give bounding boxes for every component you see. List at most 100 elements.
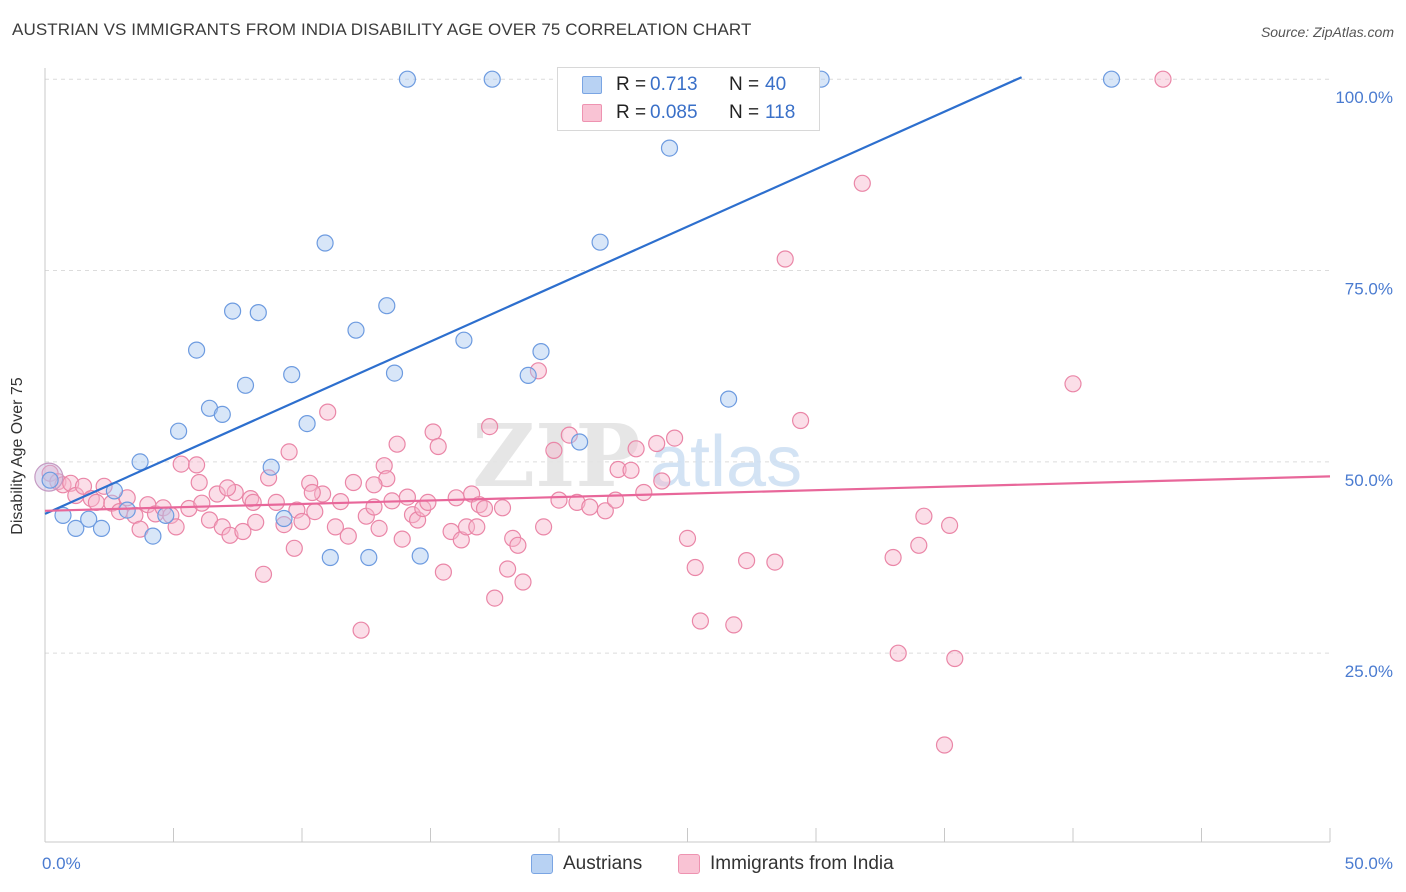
data-point (316, 234, 334, 252)
data-point (80, 510, 98, 528)
x-tick-label: 50.0% (1345, 854, 1393, 873)
legend-label-austrians: Austrians (563, 853, 643, 874)
data-point (321, 548, 339, 567)
watermark: ZIP atlas (472, 406, 802, 507)
data-point (568, 493, 586, 511)
data-point (1154, 70, 1172, 88)
data-point (545, 441, 563, 459)
chart-title: AUSTRIAN VS IMMIGRANTS FROM INDIA DISABI… (12, 20, 752, 39)
data-point (935, 736, 954, 754)
data-point (622, 461, 640, 479)
data-point (499, 560, 517, 578)
data-point (475, 499, 494, 518)
data-point (118, 501, 136, 519)
data-point (940, 516, 959, 535)
series-legend: Austrians Immigrants from India (0, 852, 1406, 878)
data-point (591, 233, 609, 251)
data-point (534, 518, 553, 536)
legend-n-value: 40 (765, 74, 787, 95)
data-point (529, 362, 548, 380)
data-point (190, 473, 208, 492)
data-point (776, 250, 794, 268)
data-point (570, 433, 589, 451)
data-point (455, 331, 473, 349)
data-point (388, 435, 406, 453)
data-point (218, 479, 237, 497)
data-point (493, 499, 512, 517)
data-point (188, 456, 206, 474)
data-point (737, 551, 756, 570)
data-point (627, 440, 645, 458)
data-point (853, 174, 871, 192)
data-point (344, 473, 362, 492)
data-point (167, 518, 185, 536)
data-point (678, 529, 697, 548)
data-point (293, 512, 311, 531)
data-point (285, 539, 303, 557)
legend-row-india: R = 0.085 N = 118 (558, 101, 819, 127)
data-point (365, 476, 383, 494)
data-point (635, 483, 653, 502)
data-point (411, 547, 429, 565)
data-point (550, 491, 568, 509)
data-point (92, 519, 111, 538)
data-point (483, 70, 501, 88)
data-point (249, 304, 267, 322)
data-point (946, 649, 964, 668)
data-point (532, 343, 550, 361)
data-point (609, 460, 627, 479)
data-point (398, 70, 416, 88)
data-point (262, 458, 280, 476)
data-point (370, 519, 388, 538)
data-point (352, 621, 370, 639)
legend-swatch-austrians (531, 854, 553, 874)
legend-swatch-india (582, 104, 602, 122)
data-point (244, 493, 262, 511)
y-tick-label: 75.0% (1345, 280, 1393, 299)
data-point (170, 422, 188, 440)
data-point (347, 321, 365, 339)
tick-labels: 25.0% 50.0% 75.0% 100.0% 0.0% 50.0% (42, 88, 1393, 873)
data-point (172, 455, 190, 473)
data-point (719, 390, 738, 408)
legend-r-value: 0.713 (650, 74, 698, 95)
series-austrians-points (41, 70, 1121, 567)
x-tick-label: 0.0% (42, 854, 81, 873)
legend-r-label: R = (616, 74, 647, 95)
legend-r-value: 0.085 (650, 102, 698, 123)
data-point (889, 644, 907, 662)
data-point (41, 471, 59, 489)
trend-line-india (44, 475, 1331, 512)
data-point (910, 536, 928, 554)
data-point (884, 548, 902, 567)
data-point (375, 457, 393, 475)
data-point (481, 418, 499, 436)
data-point (1064, 375, 1082, 393)
watermark-atlas: atlas (650, 422, 802, 502)
data-point (224, 302, 242, 320)
stats-legend: R = 0.713 N = 40 R = 0.085 N = 118 (557, 67, 820, 131)
y-tick-label: 50.0% (1345, 471, 1393, 490)
data-point (234, 522, 252, 541)
data-point (332, 493, 350, 511)
y-tick-label: 25.0% (1345, 662, 1393, 681)
data-point (398, 488, 416, 506)
data-point (306, 503, 324, 521)
data-point (378, 297, 396, 315)
watermark-zip: ZIP (472, 406, 640, 507)
trend-lines (44, 76, 1331, 515)
data-point (581, 498, 599, 516)
data-point (275, 515, 293, 534)
data-point (648, 434, 666, 453)
data-point (519, 366, 537, 384)
data-point (236, 376, 255, 394)
axis-layer (44, 68, 1331, 843)
data-point (131, 453, 149, 471)
legend-n-value: 118 (765, 102, 796, 123)
data-point (180, 499, 198, 518)
data-point (468, 518, 486, 536)
data-point (260, 469, 278, 487)
data-point (283, 366, 301, 384)
chart-source: Source: ZipAtlas.com (1260, 24, 1394, 40)
